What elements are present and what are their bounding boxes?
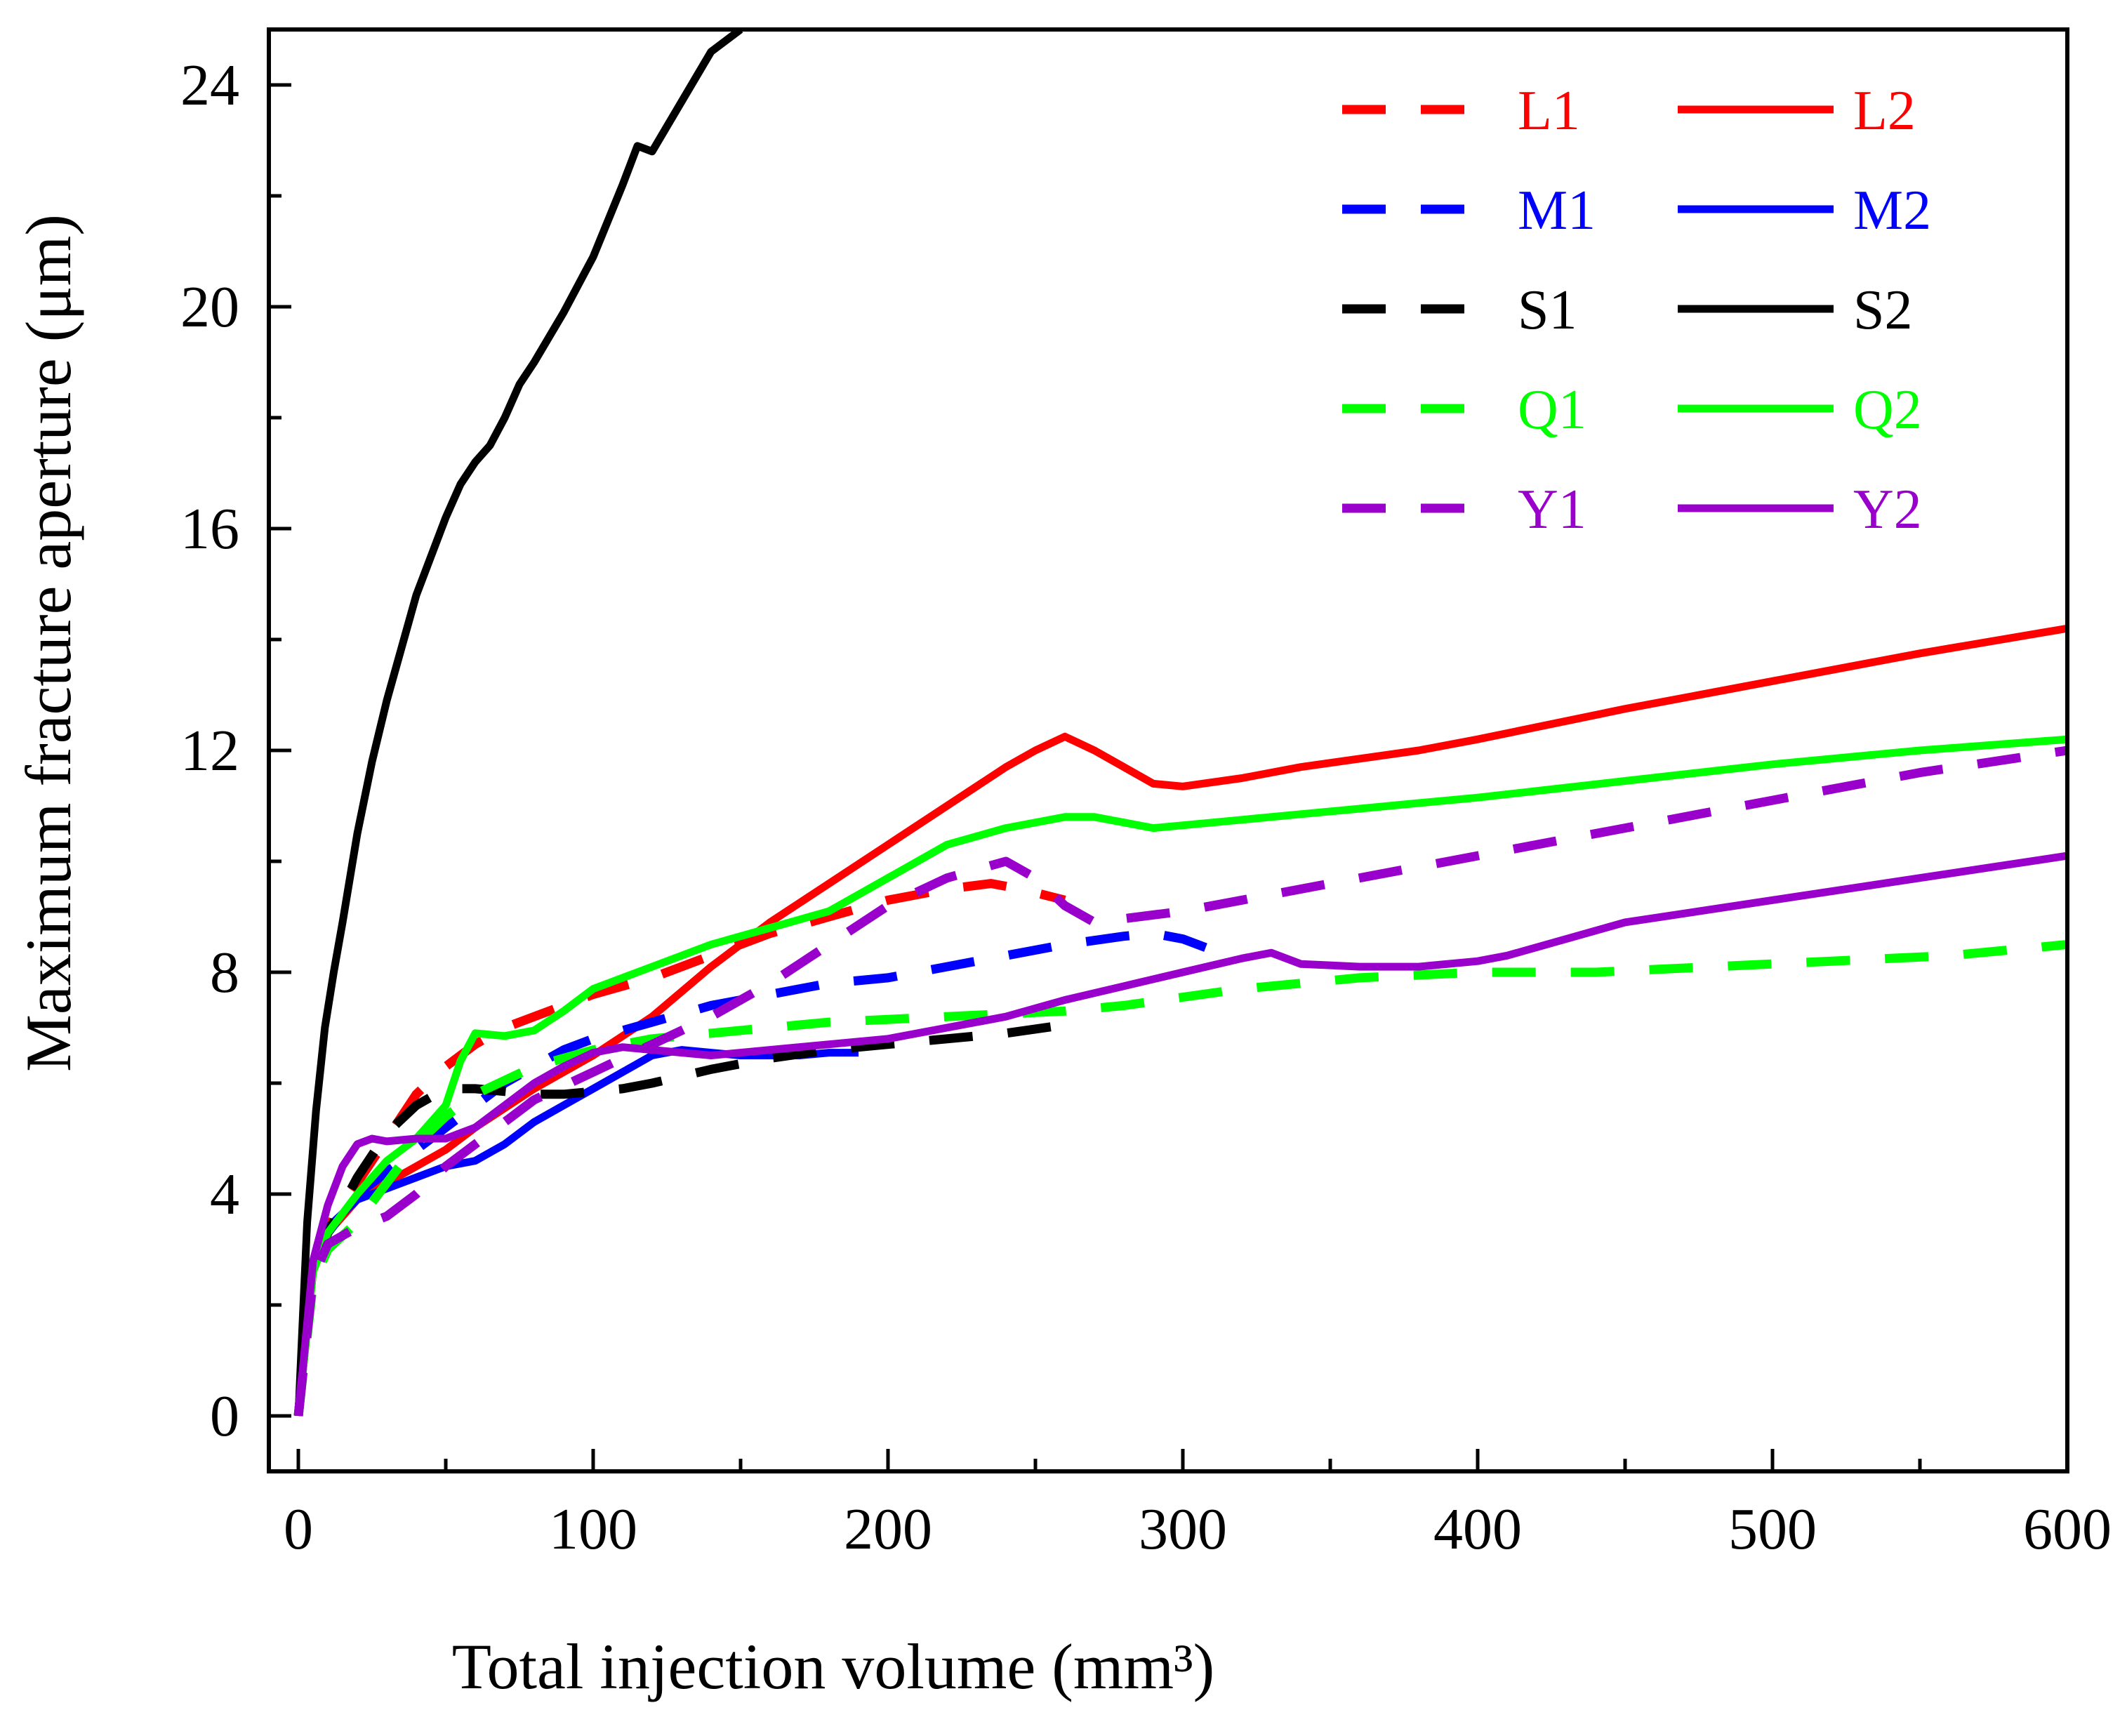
y-tick-label-16: 16 <box>180 496 239 562</box>
series-line-q1 <box>293 940 2067 1417</box>
legend-label-l2: L2 <box>1853 80 1916 142</box>
y-tick-label-20: 20 <box>180 274 239 340</box>
legend-label-l1: L1 <box>1518 80 1580 142</box>
legend-label-s2: S2 <box>1853 279 1913 341</box>
series-line-y1 <box>293 746 2067 1417</box>
series-line-m2 <box>294 1046 859 1417</box>
legend-label-y1: Y1 <box>1518 479 1586 541</box>
y-tick-label-4: 4 <box>210 1162 239 1227</box>
legend-label-m1: M1 <box>1518 180 1596 241</box>
series-line-s2 <box>294 29 743 1417</box>
x-tick-label-100: 100 <box>549 1497 637 1562</box>
y-tick-label-8: 8 <box>210 940 239 1005</box>
legend: L1 L2 M1 M2 S1 S2 Q1 Q2 Y1 Y2 <box>1342 80 1931 541</box>
legend-label-y2: Y2 <box>1853 479 1922 541</box>
legend-label-q2: Q2 <box>1853 379 1922 441</box>
legend-label-q1: Q1 <box>1518 379 1586 441</box>
series-line-y2 <box>294 852 2067 1417</box>
y-tick-label-24: 24 <box>180 53 239 118</box>
series-line-s1 <box>293 1020 1066 1417</box>
legend-label-s1: S1 <box>1518 279 1577 341</box>
series-line-m1 <box>293 929 1214 1417</box>
x-tick-label-500: 500 <box>1728 1497 1817 1562</box>
x-tick-label-0: 0 <box>284 1497 313 1562</box>
y-tick-label-0: 0 <box>210 1384 239 1449</box>
y-tick-label-12: 12 <box>180 718 239 783</box>
plot-frame <box>267 27 2069 1473</box>
y-axis-label: Maximum fracture aperture (μm) <box>13 214 84 1072</box>
legend-label-m2: M2 <box>1853 180 1931 241</box>
x-axis-label: Total injection volume (mm³) <box>452 1631 1215 1702</box>
series-line-q2 <box>294 735 2067 1417</box>
series-line-l2 <box>294 624 2067 1417</box>
x-tick-label-300: 300 <box>1139 1497 1227 1562</box>
x-tick-label-400: 400 <box>1433 1497 1522 1562</box>
axes: 0 100 200 300 400 500 600 0 4 8 12 16 20 24 <box>180 27 2112 1562</box>
x-tick-label-200: 200 <box>844 1497 932 1562</box>
x-tick-label-600: 600 <box>2023 1497 2112 1562</box>
